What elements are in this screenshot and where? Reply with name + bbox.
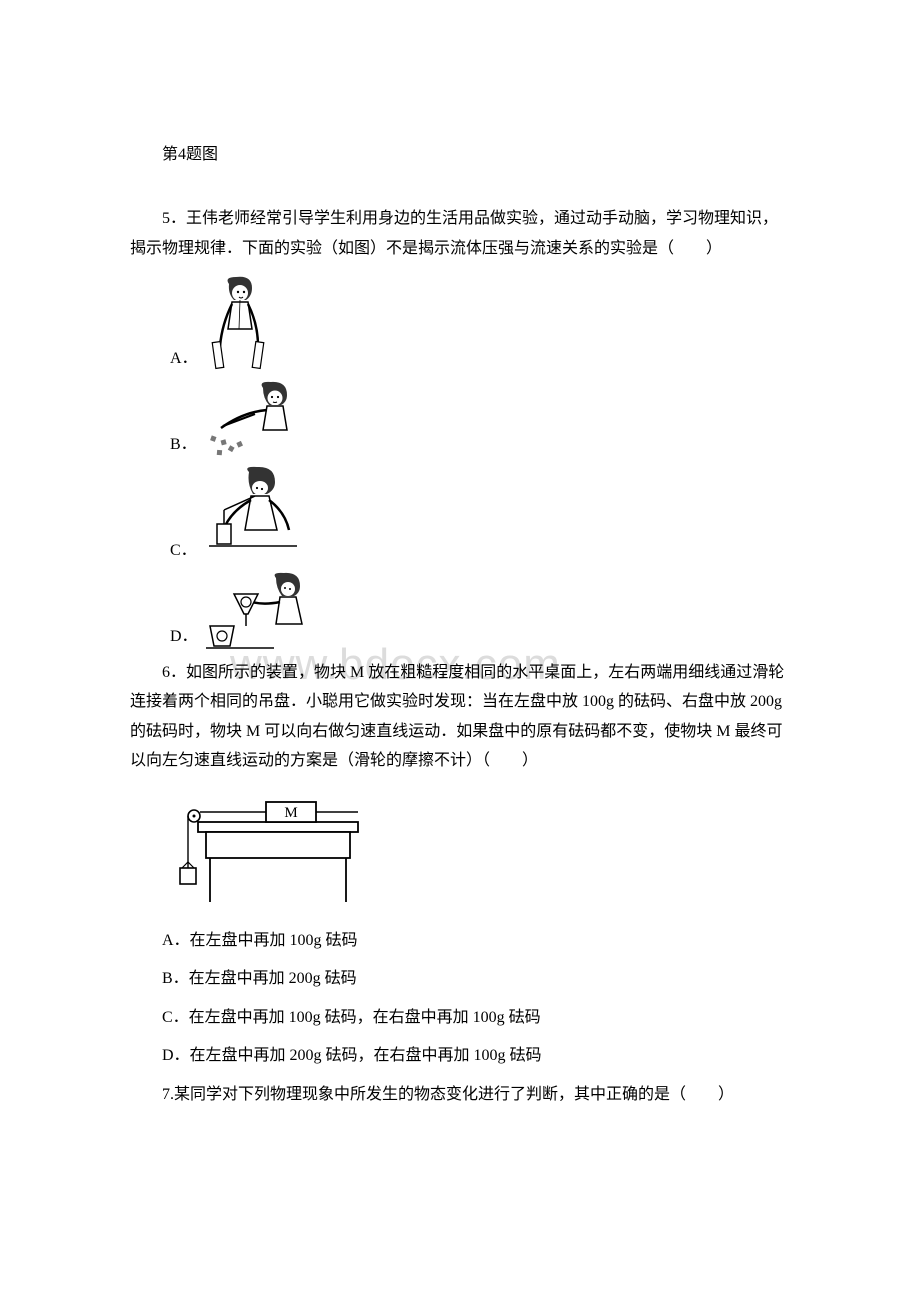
q5-opt-a: A． xyxy=(170,274,790,374)
q6-opt-c: C．在左盘中再加 100g 砝码，在右盘中再加 100g 砝码 xyxy=(130,999,790,1037)
q5-text: 5．王伟老师经常引导学生利用身边的生活用品做实验，通过动手动脑，学习物理知识，揭… xyxy=(130,204,790,263)
page-content: 第4题图 5．王伟老师经常引导学生利用身边的生活用品做实验，通过动手动脑，学习物… xyxy=(130,140,790,1114)
q5-opt-d: D． xyxy=(170,572,790,652)
opt-label: A． xyxy=(170,345,198,374)
opt-label: B． xyxy=(170,431,197,460)
q5-fig-b xyxy=(203,380,313,460)
opt-label: C． xyxy=(170,537,197,566)
q5-opt-b: B． xyxy=(170,380,790,460)
q6-opt-a: A．在左盘中再加 100g 砝码 xyxy=(130,922,790,960)
q6-opt-d: D．在左盘中再加 200g 砝码，在右盘中再加 100g 砝码 xyxy=(130,1037,790,1075)
q5-fig-d xyxy=(204,572,324,652)
block-label: M xyxy=(284,805,297,821)
q6-opt-b: B．在左盘中再加 200g 砝码 xyxy=(130,960,790,998)
opt-label: D． xyxy=(170,623,198,652)
q5-fig-a xyxy=(204,274,274,374)
q4-caption: 第4题图 xyxy=(130,140,790,170)
q6-figure: M xyxy=(170,790,790,908)
q5-opt-c: C． xyxy=(170,466,790,566)
q6-text: 6．如图所示的装置，物块 M 放在粗糙程度相同的水平桌面上，左右两端用细线通过滑… xyxy=(130,658,790,776)
q7-text: 7.某同学对下列物理现象中所发生的物态变化进行了判断，其中正确的是（ ） xyxy=(130,1076,790,1114)
q5-fig-c xyxy=(203,466,303,566)
